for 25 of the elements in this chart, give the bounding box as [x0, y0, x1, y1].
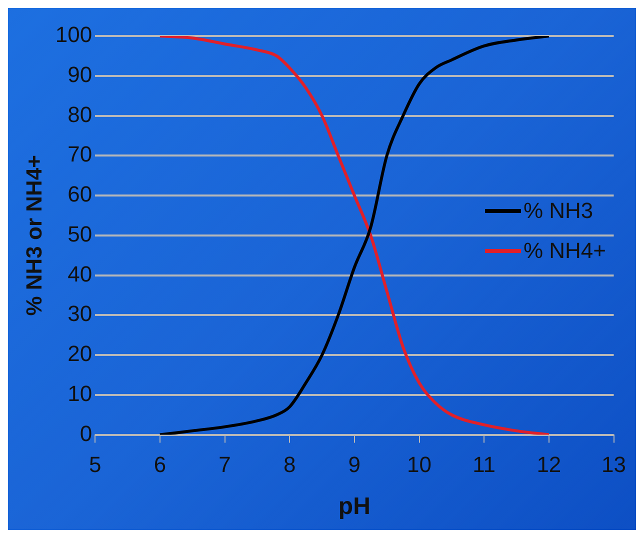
y-tick-label: 60	[68, 182, 92, 207]
y-tick-label: 50	[68, 221, 92, 246]
x-tick-label: 12	[536, 452, 562, 478]
legend-label: % NH4+	[523, 238, 606, 264]
x-tick-label: 8	[283, 452, 296, 478]
x-tick-label: 7	[218, 452, 231, 478]
y-tick-label: 40	[68, 261, 92, 286]
x-tick-label: 9	[348, 452, 361, 478]
x-tick-label: 13	[602, 452, 626, 478]
y-tick-label: 80	[68, 102, 92, 127]
y-tick-label: 20	[68, 341, 92, 366]
y-tick-label: 70	[68, 142, 92, 167]
x-tick-label: 11	[472, 452, 496, 478]
y-tick-label: 10	[68, 380, 92, 406]
x-axis-title: pH	[338, 493, 370, 520]
x-tick-label: 10	[407, 452, 432, 478]
x-tick-label: 6	[154, 452, 166, 478]
legend-label: % NH3	[523, 198, 594, 224]
y-tick-label: 0	[80, 420, 92, 446]
x-tick-label: 5	[88, 452, 102, 478]
y-tick-label: 90	[68, 62, 92, 87]
y-tick-label: 30	[68, 301, 92, 326]
line-series	[158, 36, 550, 435]
y-axis-title: % NH3 or NH4+	[21, 155, 46, 316]
y-tick-label: 100	[55, 22, 92, 48]
